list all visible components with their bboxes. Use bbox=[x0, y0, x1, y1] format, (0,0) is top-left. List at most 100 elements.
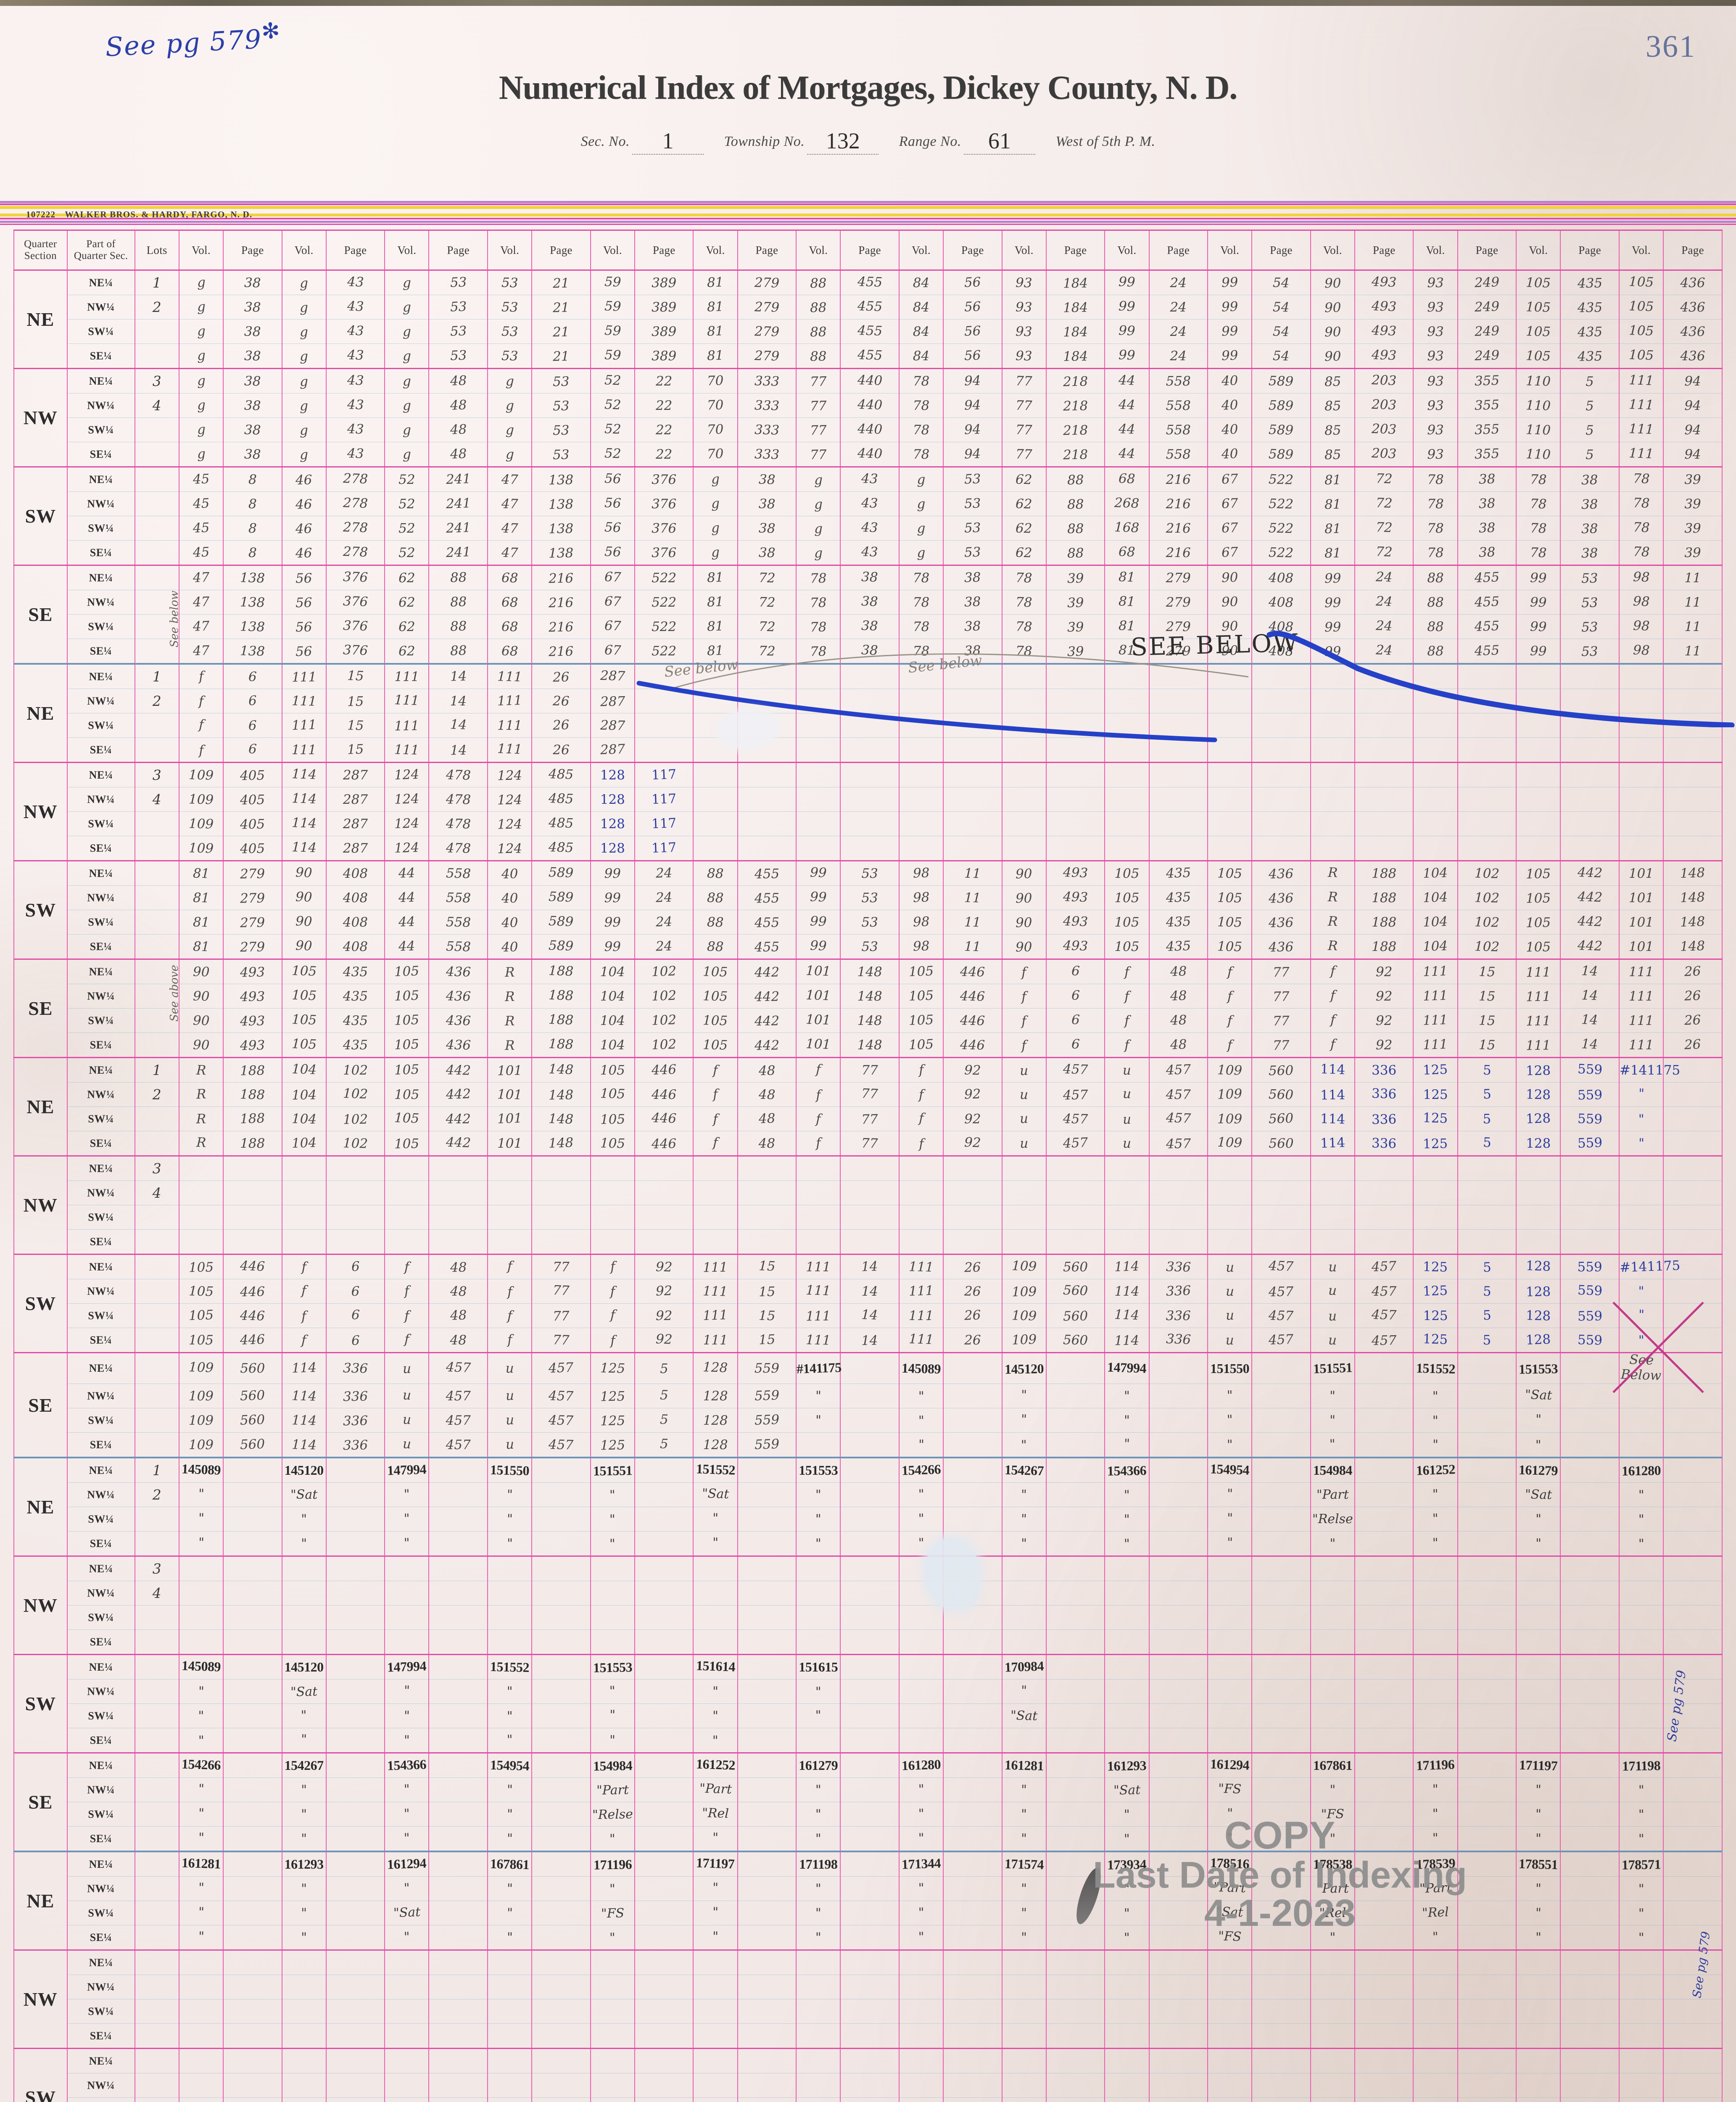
column-header-page-7: Page bbox=[840, 230, 900, 271]
page-cell-4: 21 bbox=[531, 295, 591, 320]
vol-cell-1: 90 bbox=[178, 1008, 224, 1033]
vol-cell-8: 111 bbox=[898, 1303, 944, 1328]
vol-cell-8: 98 bbox=[898, 885, 944, 910]
vol-cell-4 bbox=[487, 2073, 533, 2098]
vol-cell-10: 99 bbox=[1104, 295, 1150, 320]
vol-cell-9 bbox=[1001, 1950, 1047, 1975]
page-cell-15 bbox=[1663, 1458, 1723, 1483]
page-cell-3 bbox=[428, 1205, 488, 1230]
vol-cell-5: 105 bbox=[590, 1131, 635, 1157]
page-cell-4: 457 bbox=[531, 1384, 591, 1408]
vol-cell-6 bbox=[693, 737, 738, 763]
vol-cell-12: " bbox=[1310, 1531, 1355, 1557]
page-cell-6: 333 bbox=[737, 417, 797, 442]
lots-cell bbox=[134, 1254, 179, 1279]
vol-cell-3: 105 bbox=[384, 1008, 430, 1033]
vol-cell-9: 77 bbox=[1001, 442, 1047, 467]
page-cell-14 bbox=[1560, 1876, 1620, 1901]
page-cell-5 bbox=[634, 1156, 694, 1181]
page-cell-10 bbox=[1148, 1482, 1208, 1507]
vol-cell-6 bbox=[693, 1229, 738, 1255]
page-cell-8 bbox=[943, 1507, 1003, 1532]
vol-cell-1: 45 bbox=[178, 491, 224, 516]
page-cell-6 bbox=[737, 1851, 797, 1877]
page-cell-5 bbox=[634, 1654, 694, 1679]
vol-cell-8: 111 bbox=[898, 1328, 944, 1353]
vol-cell-10: 168 bbox=[1104, 516, 1150, 541]
part-of-quarter-label: NW¼ bbox=[66, 2073, 135, 2098]
vol-cell-8 bbox=[898, 2073, 944, 2098]
page-cell-12 bbox=[1354, 1556, 1414, 1581]
page-cell-15: 94 bbox=[1663, 417, 1723, 442]
vol-cell-15 bbox=[1618, 1408, 1664, 1433]
vol-cell-11: 40 bbox=[1207, 417, 1253, 442]
page-cell-12: 92 bbox=[1354, 959, 1414, 984]
page-cell-10 bbox=[1148, 787, 1208, 812]
vol-cell-7 bbox=[796, 1728, 841, 1753]
vol-cell-10 bbox=[1104, 762, 1150, 787]
page-cell-10: 48 bbox=[1148, 1033, 1208, 1058]
page-cell-10: 24 bbox=[1148, 295, 1208, 320]
page-cell-11 bbox=[1251, 2048, 1311, 2073]
page-cell-7: 455 bbox=[840, 270, 900, 295]
vol-cell-9 bbox=[1001, 1629, 1047, 1655]
page-cell-2: 6 bbox=[325, 1303, 385, 1328]
page-cell-13: 38 bbox=[1457, 516, 1517, 541]
vol-cell-14: 105 bbox=[1516, 270, 1561, 295]
vol-cell-1: f bbox=[178, 664, 224, 689]
vol-cell-4: g bbox=[487, 417, 533, 442]
vol-cell-13: 178539 bbox=[1413, 1851, 1458, 1877]
page-cell-4 bbox=[531, 1679, 591, 1704]
page-cell-3: 53 bbox=[428, 343, 488, 369]
page-cell-1: 279 bbox=[223, 910, 282, 935]
page-cell-10: 336 bbox=[1148, 1279, 1208, 1304]
vol-cell-7: 101 bbox=[796, 959, 841, 984]
vol-cell-6: g bbox=[693, 467, 738, 492]
vol-cell-7: g bbox=[796, 516, 841, 541]
vol-cell-9 bbox=[1001, 1975, 1047, 1999]
page-cell-13: 249 bbox=[1457, 343, 1517, 369]
page-cell-15 bbox=[1663, 1408, 1723, 1433]
vol-cell-14: 128 bbox=[1516, 1328, 1561, 1353]
part-of-quarter-label: SE¼ bbox=[66, 1033, 135, 1058]
page-cell-3: 558 bbox=[428, 934, 488, 960]
page-cell-9: 560 bbox=[1045, 1254, 1105, 1279]
page-cell-6: 72 bbox=[737, 590, 797, 615]
page-cell-14 bbox=[1560, 1507, 1620, 1532]
page-cell-3 bbox=[428, 1507, 488, 1532]
page-cell-12: 92 bbox=[1354, 1033, 1414, 1058]
page-cell-3: 436 bbox=[428, 1033, 488, 1058]
page-cell-2 bbox=[325, 1975, 385, 1999]
page-cell-4 bbox=[531, 1950, 591, 1975]
page-cell-1 bbox=[223, 1531, 282, 1557]
page-cell-4: 77 bbox=[531, 1303, 591, 1328]
vol-cell-9: 90 bbox=[1001, 934, 1047, 960]
part-of-quarter-label: NW¼ bbox=[66, 1384, 135, 1408]
page-cell-2: 15 bbox=[325, 689, 385, 713]
page-cell-11 bbox=[1251, 1556, 1311, 1581]
vol-cell-6: " bbox=[693, 1826, 738, 1852]
page-cell-8 bbox=[943, 1876, 1003, 1901]
vol-cell-11 bbox=[1207, 1703, 1253, 1728]
quarter-section-label: SE bbox=[13, 1753, 68, 1852]
vol-cell-1: 47 bbox=[178, 590, 224, 615]
vol-cell-13: 93 bbox=[1413, 343, 1458, 369]
vol-cell-8: 78 bbox=[898, 590, 944, 615]
table-row: NW¼ " " " " " " " " " " "Part "Part "Part " " bbox=[14, 1876, 1723, 1901]
page-cell-7: 14 bbox=[840, 1279, 900, 1304]
vol-cell-8 bbox=[898, 1679, 944, 1704]
vol-cell-4: " bbox=[487, 1802, 533, 1827]
vol-cell-3 bbox=[384, 1229, 430, 1255]
vol-cell-4: 53 bbox=[487, 295, 533, 320]
vol-cell-9: u bbox=[1001, 1082, 1047, 1107]
lots-cell bbox=[134, 1728, 179, 1753]
vol-cell-9: " bbox=[1001, 1826, 1047, 1852]
page-cell-13 bbox=[1457, 1851, 1517, 1877]
page-cell-14 bbox=[1560, 1458, 1620, 1483]
page-cell-1: 493 bbox=[223, 959, 282, 984]
page-cell-7 bbox=[840, 1728, 900, 1753]
vol-cell-8: 98 bbox=[898, 934, 944, 960]
vol-cell-6: "Sat bbox=[693, 1482, 738, 1507]
vol-cell-2: 104 bbox=[281, 1082, 327, 1107]
vol-cell-14 bbox=[1516, 1205, 1561, 1230]
